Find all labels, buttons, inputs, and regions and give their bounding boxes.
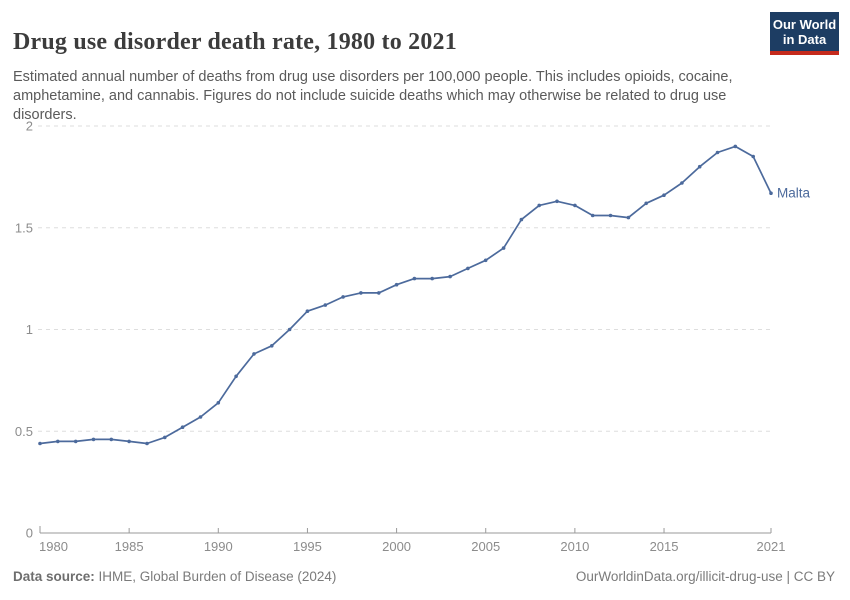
data-point[interactable] [127,439,131,444]
x-tick-label: 2000 [382,539,411,554]
owid-url-link[interactable]: OurWorldinData.org/illicit-drug-use [575,569,783,584]
data-point[interactable] [341,295,345,299]
data-point[interactable] [234,374,238,379]
data-point[interactable] [38,441,42,446]
data-point[interactable] [412,276,417,281]
data-point[interactable] [91,437,96,442]
data-point[interactable] [626,215,631,220]
y-tick-label: 2 [26,119,33,134]
data-point[interactable] [323,303,328,307]
data-point[interactable] [109,437,114,442]
data-point[interactable] [198,415,203,419]
data-point[interactable] [430,276,435,281]
data-point[interactable] [715,150,720,155]
data-point[interactable] [769,191,773,195]
data-point[interactable] [180,425,185,430]
x-tick-label: 1980 [39,539,68,554]
data-point[interactable] [680,181,684,185]
data-point[interactable] [270,344,274,348]
data-point[interactable] [644,201,648,206]
data-point[interactable] [501,246,506,250]
data-point[interactable] [537,203,541,208]
data-point[interactable] [359,291,363,295]
license-text: | CC BY [782,569,835,584]
x-tick-label: 2005 [471,539,500,554]
data-point[interactable] [466,266,470,271]
y-tick-label: 0.5 [15,424,33,439]
y-tick-label: 0 [26,526,33,541]
data-point[interactable] [555,199,559,204]
data-point[interactable] [56,439,60,444]
data-point[interactable] [662,193,666,197]
owid-logo-line2: in Data [782,32,827,47]
data-point[interactable] [394,282,399,287]
y-tick-label: 1 [26,322,33,337]
data-point[interactable] [573,203,577,208]
data-point[interactable] [448,274,452,279]
x-tick-label: 1985 [115,539,144,554]
data-point[interactable] [287,327,292,332]
data-point[interactable] [73,439,78,444]
data-point[interactable] [483,258,488,263]
x-tick-label: 2015 [650,539,679,554]
data-source-label: Data source: [13,569,95,584]
y-tick-label: 1.5 [15,220,33,235]
data-point[interactable] [163,435,167,440]
owid-logo-line1: Our World [772,17,837,32]
owid-logo[interactable]: Our World in Data [770,12,839,55]
x-tick-label: 1990 [204,539,233,554]
data-point[interactable] [519,217,524,222]
attribution: OurWorldinData.org/illicit-drug-use | CC… [576,569,835,584]
x-tick-label: 2010 [560,539,589,554]
data-point[interactable] [608,213,613,218]
series-end-label[interactable]: Malta [777,186,811,201]
data-source-note: Data source: IHME, Global Burden of Dise… [13,569,336,584]
data-source-text: IHME, Global Burden of Disease (2024) [94,569,337,584]
data-point[interactable] [751,154,755,159]
series-line-malta [39,145,772,445]
x-tick-label: 2021 [757,539,786,554]
x-tick-label: 1995 [293,539,322,554]
page-title: Drug use disorder death rate, 1980 to 20… [13,29,457,56]
data-point[interactable] [697,164,702,169]
data-point[interactable] [305,309,310,314]
chart-subtitle: Estimated annual number of deaths from d… [13,68,733,123]
data-point[interactable] [377,291,381,295]
data-point[interactable] [590,213,595,218]
data-point[interactable] [216,401,221,405]
data-point[interactable] [733,144,738,149]
data-point[interactable] [145,441,149,446]
data-point[interactable] [252,352,256,356]
